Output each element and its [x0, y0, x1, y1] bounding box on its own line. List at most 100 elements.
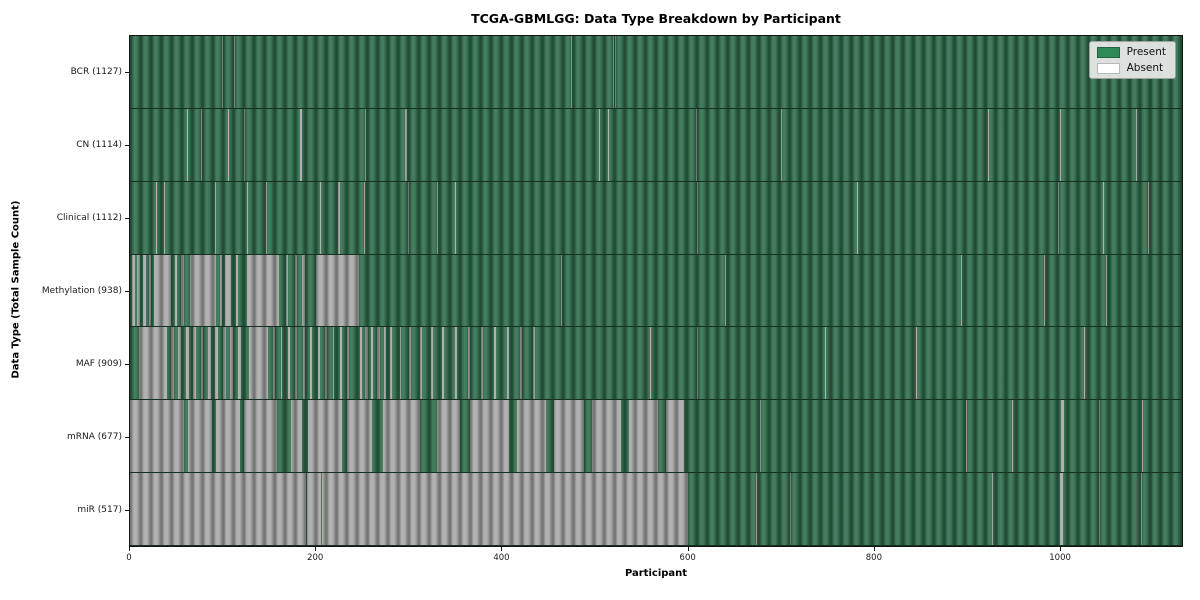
absent-segment [856, 181, 858, 254]
absent-segment [185, 327, 189, 400]
y-tick-mark [125, 364, 129, 366]
x-tick-mark [315, 547, 317, 551]
absent-segment [987, 108, 989, 181]
absent-segment [405, 108, 407, 181]
absent-segment [295, 327, 298, 400]
absent-segment [382, 400, 420, 473]
absent-segment [1011, 400, 1013, 473]
absent-segment [364, 181, 366, 254]
absent-segment [1058, 181, 1060, 254]
absent-segment [248, 327, 269, 400]
absent-segment [208, 327, 211, 400]
absent-segment [295, 254, 298, 327]
y-tick-mark [125, 144, 129, 146]
absent-segment [1060, 108, 1062, 181]
absent-segment [224, 254, 232, 327]
absent-segment [431, 327, 433, 400]
absent-segment [591, 400, 621, 473]
absent-segment [613, 36, 615, 108]
heatmap-row-bcr [130, 36, 1182, 109]
absent-segment [143, 254, 146, 327]
y-tick-label-maf: MAF (909) [75, 359, 122, 370]
absent-segment [130, 400, 184, 473]
absent-segment [137, 254, 141, 327]
y-tick-mark [125, 437, 129, 439]
absent-segment [237, 327, 241, 400]
x-tick-label: 1000 [1049, 553, 1071, 563]
absent-segment [193, 327, 196, 400]
absent-segment [280, 327, 283, 400]
absent-segment [1105, 254, 1107, 327]
absent-segment [247, 181, 249, 254]
absent-segment [1147, 181, 1149, 254]
y-tick-label-clinical: Clinical (1112) [56, 212, 122, 223]
x-tick-mark [1060, 547, 1062, 551]
absent-segment [960, 254, 962, 327]
absent-segment [347, 327, 350, 400]
absent-segment [365, 327, 368, 400]
legend: Present Absent [1088, 41, 1176, 79]
absent-segment [1136, 108, 1138, 181]
absent-segment [533, 327, 536, 400]
absent-segment [696, 181, 698, 254]
legend-label: Present [1126, 46, 1166, 58]
absent-segment [383, 327, 387, 400]
absent-segment [181, 254, 184, 327]
absent-segment [139, 327, 168, 400]
absent-segment [325, 327, 327, 400]
x-tick-mark [873, 547, 875, 551]
absent-segment [235, 254, 238, 327]
absent-segment [1142, 400, 1143, 473]
y-axis-label: Data Type (Total Sample Count) [10, 200, 22, 379]
absent-segment [442, 327, 445, 400]
heatmap-row-mrna [130, 400, 1182, 474]
absent-segment [287, 327, 290, 400]
absent-segment [315, 254, 359, 327]
x-axis-label: Participant [624, 568, 688, 579]
absent-segment [1103, 181, 1104, 254]
absent-segment [966, 400, 968, 473]
absent-segment [300, 108, 302, 181]
absent-segment [1084, 327, 1086, 400]
y-tick-label-cn: CN (1114) [76, 139, 122, 150]
absent-segment [780, 108, 782, 181]
absent-segment [131, 254, 135, 327]
absent-segment [307, 400, 342, 473]
absent-segment [186, 108, 188, 181]
absent-segment [419, 327, 422, 400]
absent-segment [825, 327, 827, 400]
y-tick-label-mrna: mRNA (677) [67, 432, 122, 443]
absent-segment [1141, 473, 1143, 546]
absent-segment [407, 181, 409, 254]
absent-segment [187, 400, 212, 473]
absent-segment [156, 181, 157, 254]
absent-segment [455, 181, 457, 254]
x-tick-label: 400 [493, 553, 510, 563]
absent-segment [1043, 254, 1045, 327]
y-tick-mark [125, 217, 129, 219]
y-tick-label-mir: miR (517) [77, 505, 122, 516]
absent-segment [286, 254, 288, 327]
absent-segment [756, 473, 758, 546]
absent-segment [570, 36, 572, 108]
absent-segment [340, 327, 342, 400]
absent-segment [724, 254, 726, 327]
heatmap-row-maf [130, 327, 1182, 401]
absent-segment [230, 327, 234, 400]
absent-segment [365, 108, 367, 181]
legend-label: Absent [1126, 62, 1164, 74]
absent-segment [130, 473, 306, 546]
absent-segment [370, 327, 374, 400]
heatmap-row-clinical [130, 181, 1182, 255]
absent-segment [481, 327, 484, 400]
absent-segment [650, 327, 652, 400]
absent-segment [302, 327, 305, 400]
absent-segment [215, 327, 219, 400]
y-tick-mark [125, 291, 129, 292]
absent-segment [494, 327, 497, 400]
x-tick-mark [129, 547, 130, 551]
y-tick-label-methylation: Methylation (938) [41, 286, 122, 296]
absent-segment [629, 400, 658, 473]
absent-segment [200, 108, 202, 181]
